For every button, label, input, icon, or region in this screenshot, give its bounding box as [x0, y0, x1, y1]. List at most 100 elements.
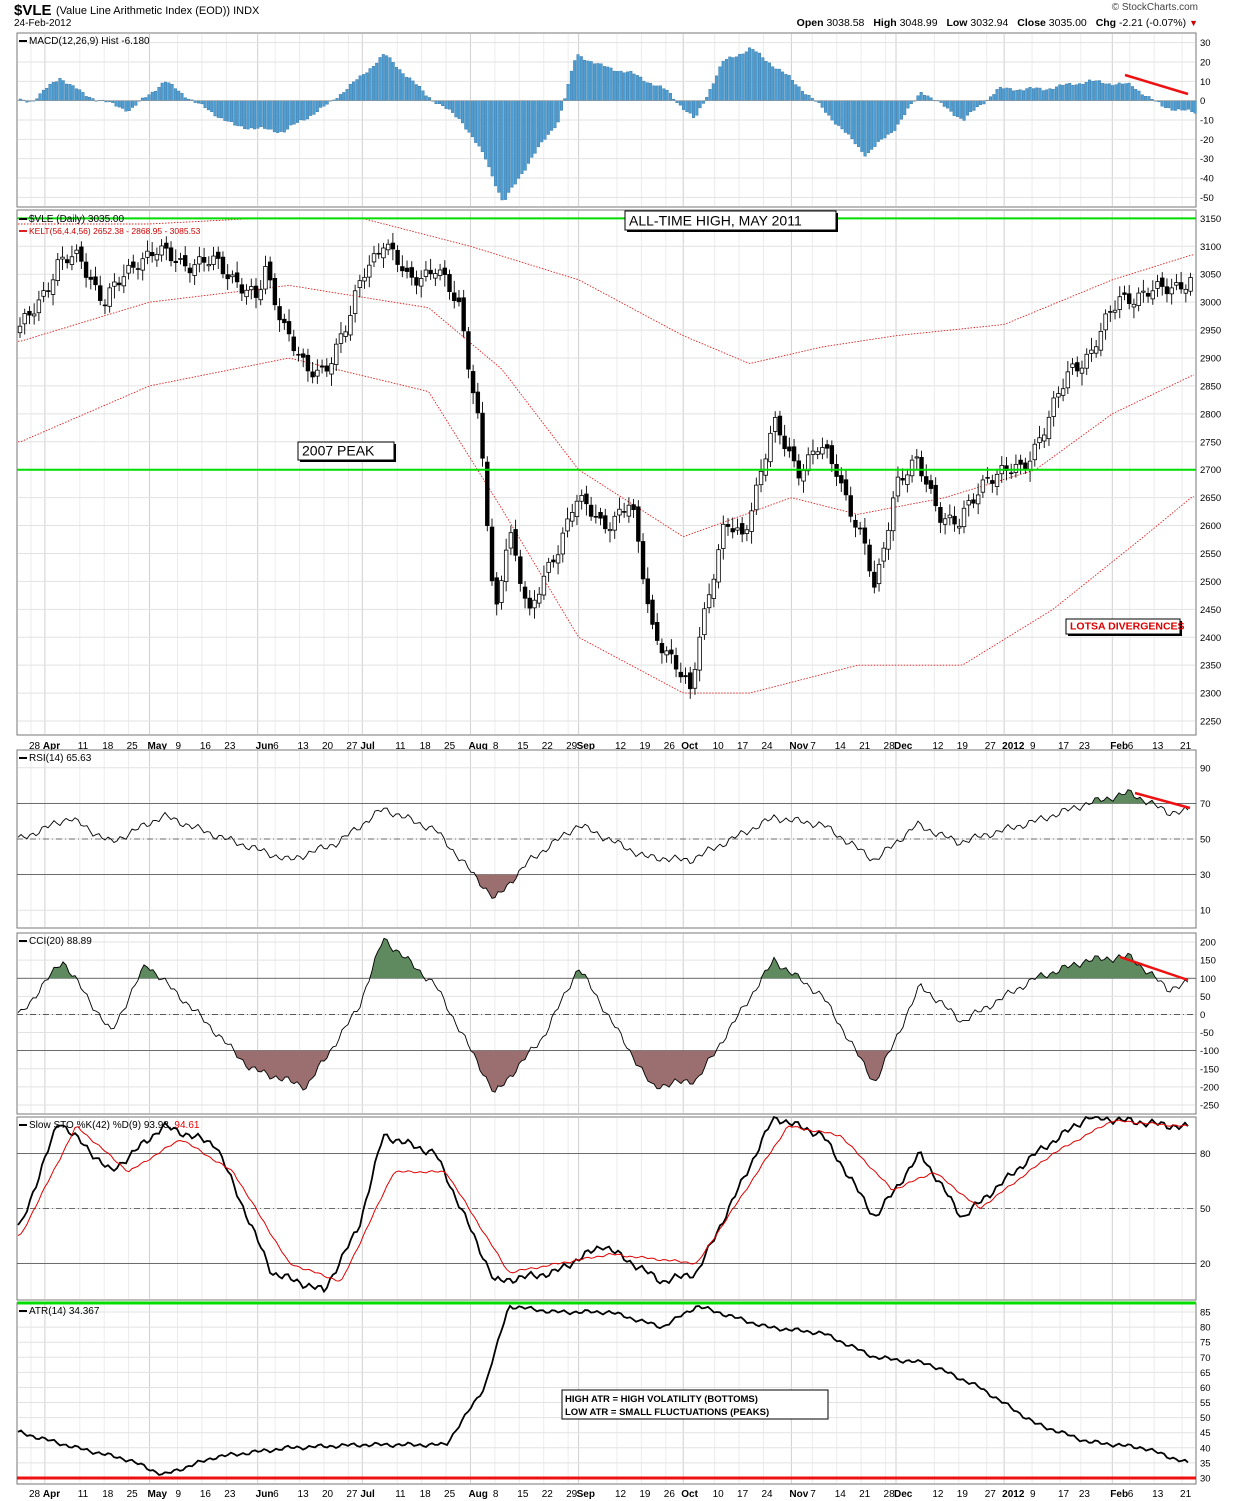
macd-hist-bar	[325, 100, 329, 105]
x-tick-label: 12	[615, 1489, 627, 1500]
macd-hist-bar	[437, 100, 441, 105]
x-tick-label: 2012	[1002, 741, 1025, 752]
candle-body	[891, 497, 896, 532]
candle-body	[182, 255, 188, 267]
macd-hist-bar	[738, 54, 742, 101]
x-tick-label: May	[148, 1489, 168, 1500]
candle-body	[98, 285, 103, 301]
candle-body	[1075, 362, 1080, 372]
macd-hist-bar	[71, 85, 75, 101]
macd-hist-bar	[527, 100, 531, 164]
candle-body	[433, 273, 438, 279]
candle-body	[655, 622, 660, 641]
candle-body	[27, 310, 32, 316]
macd-hist-bar	[824, 100, 828, 113]
macd-hist-bar	[68, 84, 72, 101]
macd-hist-bar	[1101, 83, 1105, 101]
candle-body	[79, 246, 84, 262]
macd-hist-bar	[154, 91, 158, 101]
cci-ytick-label: 100	[1200, 974, 1216, 985]
macd-hist-bar	[220, 100, 224, 119]
x-tick-label: Dec	[894, 741, 913, 752]
macd-hist-bar	[477, 100, 481, 147]
open-value: 3038.58	[826, 17, 865, 29]
down-triangle-icon: ▼	[1189, 18, 1198, 28]
atr-ytick-label: 60	[1200, 1383, 1211, 1394]
candle-body	[725, 524, 731, 527]
candle-body	[853, 519, 858, 528]
candle-body	[17, 325, 23, 334]
macd-hist-bar	[500, 100, 504, 201]
rsi-ytick-label: 30	[1200, 870, 1211, 881]
candle-body	[324, 365, 329, 372]
macd-hist-bar	[998, 86, 1002, 101]
macd-hist-bar	[1038, 87, 1042, 101]
price-ytick-label: 3100	[1200, 242, 1221, 253]
macd-hist-bar	[269, 100, 273, 130]
macd-hist-bar	[418, 86, 422, 101]
candle-body	[942, 518, 948, 525]
rsi-ytick-label: 70	[1200, 799, 1211, 810]
macd-hist-bar	[309, 100, 313, 116]
candle-body	[414, 277, 419, 286]
macd-hist-bar	[507, 100, 511, 193]
candle-body	[428, 269, 433, 275]
candle-body	[1117, 296, 1122, 310]
cci-ytick-label: -250	[1200, 1100, 1219, 1111]
candle-body	[447, 274, 452, 293]
candle-body	[1169, 287, 1174, 295]
macd-hist-bar	[1147, 96, 1151, 101]
x-tick-label: 12	[932, 741, 944, 752]
macd-hist-bar	[731, 57, 735, 101]
candle-body	[872, 571, 877, 588]
candle-body	[239, 284, 245, 294]
candle-body	[640, 541, 646, 580]
macd-hist-bar	[800, 91, 804, 101]
candle-body	[286, 321, 292, 335]
price-panel-frame	[16, 209, 1197, 736]
macd-hist-bar	[992, 94, 996, 101]
macd-hist-bar	[982, 100, 986, 105]
x-tick-label: 27	[985, 1489, 997, 1500]
candle-body	[1174, 282, 1179, 286]
x-tick-label: 16	[200, 741, 212, 752]
rsi-divergence-line	[1134, 791, 1191, 810]
kelt-legend: KELT(56,4.4,56) 2652.38 - 2868.95 - 3085…	[29, 226, 201, 236]
candle-body	[1183, 288, 1189, 294]
candle-body	[376, 252, 381, 255]
x-tick-label: Oct	[681, 1489, 698, 1500]
sto-title: Slow STO %K(42) %D(9) 93.93, 94.61	[29, 1120, 200, 1131]
x-tick-label: 29	[566, 741, 578, 752]
macd-hist-bar	[127, 100, 131, 111]
macd-hist-bar	[975, 100, 979, 108]
x-tick-label: Jul	[360, 1489, 375, 1500]
cci-cci-20--line	[17, 937, 1189, 1093]
candle-body	[319, 365, 325, 368]
macd-hist-bar	[1064, 83, 1068, 101]
candle-body	[706, 594, 712, 609]
x-tick-label: 25	[444, 741, 456, 752]
candle-body	[806, 454, 811, 472]
macd-hist-bar	[441, 100, 445, 106]
candle-body	[527, 597, 532, 609]
macd-hist-bar	[1091, 80, 1095, 101]
macd-hist-bar	[256, 100, 260, 129]
macd-hist-bar	[494, 100, 498, 187]
candle-body	[980, 479, 986, 493]
candle-body	[801, 470, 806, 482]
macd-hist-bar	[840, 100, 844, 130]
candle-body	[947, 514, 953, 519]
candle-body	[1178, 282, 1184, 290]
macd-hist-bar	[857, 100, 861, 147]
price-ytick-label: 2950	[1200, 326, 1221, 337]
x-tick-label: 17	[1058, 741, 1070, 752]
x-tick-label: 14	[835, 741, 847, 752]
symbol-description: (Value Line Arithmetic Index (EOD)) INDX	[56, 5, 260, 17]
macd-hist-bar	[695, 100, 699, 116]
x-tick-label: 21	[1180, 1489, 1192, 1500]
macd-hist-bar	[1160, 100, 1164, 107]
macd-hist-bar	[797, 86, 801, 101]
candle-body	[46, 290, 51, 292]
rsi-ytick-label: 50	[1200, 835, 1211, 846]
macd-hist-bar	[771, 66, 775, 101]
